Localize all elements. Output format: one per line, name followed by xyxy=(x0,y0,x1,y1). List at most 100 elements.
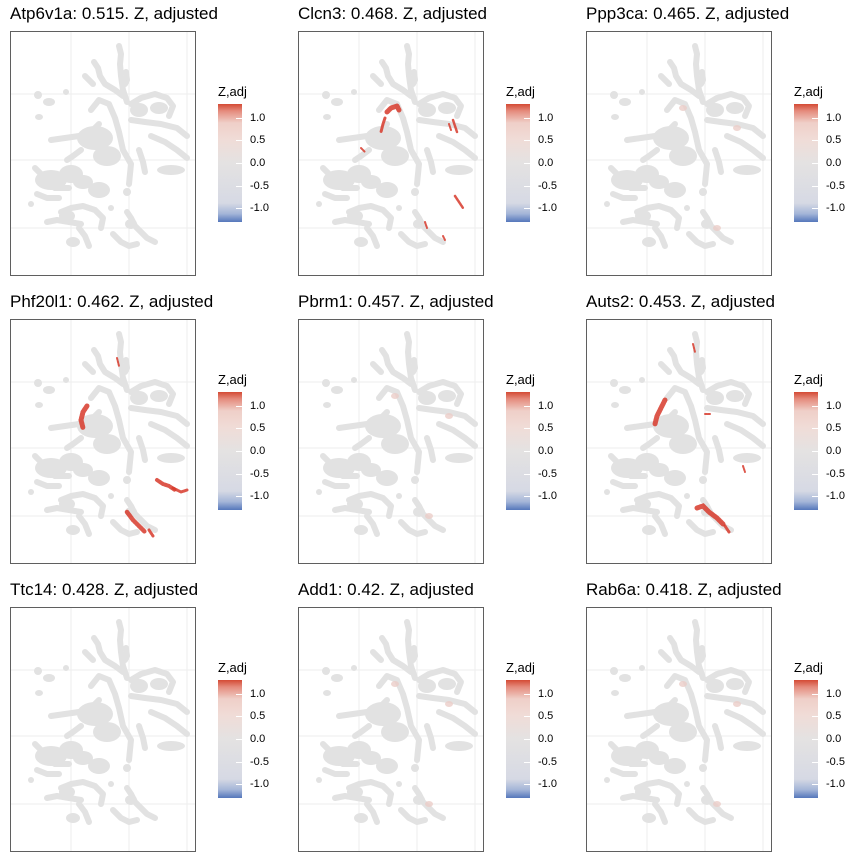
cell-cluster xyxy=(91,347,126,387)
legend-tick xyxy=(236,496,242,498)
cell-cluster xyxy=(73,751,93,765)
umap-panel: Phf20l1: 0.462. Z, adjusted Z,adj 1.0 0.5 0.… xyxy=(0,288,288,576)
legend-tick xyxy=(524,163,530,164)
cell-cluster xyxy=(445,165,473,175)
cell-cluster xyxy=(611,402,619,408)
cell-cluster xyxy=(322,767,350,777)
legend-title: Z,adj xyxy=(218,84,247,99)
cell-cluster xyxy=(610,191,638,201)
legend-tick-label: -0.5 xyxy=(538,755,557,768)
cell-cluster xyxy=(416,117,478,139)
cell-cluster xyxy=(93,722,121,742)
legend-tick-label: 0.5 xyxy=(538,422,554,435)
cell-cluster xyxy=(381,722,409,742)
cell-cluster xyxy=(684,781,690,787)
cell-cluster xyxy=(108,205,114,211)
cell-cluster xyxy=(712,723,724,751)
high-z-cells xyxy=(360,147,366,153)
cell-cluster xyxy=(724,421,766,449)
cell-cluster xyxy=(88,182,110,198)
cell-cluster xyxy=(34,667,42,675)
cell-cluster xyxy=(370,361,384,375)
cell-cluster xyxy=(619,386,631,394)
high-z-cells xyxy=(147,528,155,538)
cell-cluster xyxy=(692,331,706,393)
high-z-cells xyxy=(694,503,726,527)
cell-cluster xyxy=(379,635,414,675)
cell-cluster xyxy=(93,146,121,166)
legend-tick xyxy=(524,739,530,740)
legend-tick-label: 0.5 xyxy=(538,710,554,723)
cell-cluster xyxy=(44,505,84,515)
cell-cluster xyxy=(436,421,478,449)
cell-cluster xyxy=(667,347,702,387)
cell-cluster xyxy=(608,741,648,767)
cell-cluster xyxy=(412,209,446,245)
cell-cluster xyxy=(77,126,113,150)
cell-cluster xyxy=(398,807,428,825)
legend-tick xyxy=(524,208,530,210)
cell-cluster xyxy=(376,385,422,475)
cell-cluster xyxy=(692,619,706,681)
legend-tick xyxy=(524,716,530,718)
cell-cluster xyxy=(652,801,668,825)
cell-cluster xyxy=(116,43,130,105)
high-z-cells xyxy=(171,486,189,494)
cell-cluster xyxy=(320,453,360,479)
cell-cluster xyxy=(125,219,137,229)
cell-cluster xyxy=(379,59,414,99)
cell-cluster xyxy=(604,777,610,783)
cell-cluster xyxy=(667,59,702,99)
cell-cluster xyxy=(88,758,110,774)
legend-tick xyxy=(812,496,818,498)
high-z-cells xyxy=(692,343,696,353)
umap-panel: Auts2: 0.453. Z, adjusted Z,adj 1.0 0.5 0.0 -… xyxy=(576,288,864,576)
legend-tick-label: 0.5 xyxy=(826,422,842,435)
plot-area xyxy=(10,607,196,852)
cell-cluster xyxy=(93,434,121,454)
cell-cluster xyxy=(701,795,713,805)
cell-cluster xyxy=(128,379,176,407)
cell-cluster xyxy=(130,391,148,405)
umap-panel: Atp6v1a: 0.515. Z, adjusted Z,adj 1.0 0.5 0.… xyxy=(0,0,288,288)
cell-cluster xyxy=(82,73,96,87)
cell-cluster xyxy=(354,813,368,823)
legend-tick xyxy=(812,163,818,164)
cell-cluster xyxy=(438,390,456,402)
cell-cluster xyxy=(316,777,322,783)
cell-cluster xyxy=(364,225,380,249)
cell-cluster xyxy=(322,479,350,489)
legend-tick-label: 0.0 xyxy=(538,445,554,457)
cell-cluster xyxy=(331,674,343,682)
cell-cluster xyxy=(664,758,686,774)
color-legend: Z,adj 1.0 0.5 0.0 -0.5 -1.0 xyxy=(794,660,862,810)
cell-cluster xyxy=(351,665,357,671)
cell-cluster xyxy=(658,73,672,87)
high-z-cells xyxy=(733,125,741,131)
plot-area xyxy=(298,607,484,852)
cell-cluster xyxy=(370,73,384,87)
cell-cluster xyxy=(445,741,473,751)
legend-title: Z,adj xyxy=(794,84,823,99)
legend-tick xyxy=(236,185,242,187)
cell-cluster xyxy=(77,414,113,438)
cell-cluster xyxy=(63,665,69,671)
high-z-cells xyxy=(742,465,746,473)
cell-cluster xyxy=(724,709,766,737)
cell-cluster xyxy=(332,793,372,803)
high-z-cells xyxy=(652,397,668,427)
cell-cluster xyxy=(686,807,716,825)
cell-cluster xyxy=(686,519,716,537)
cell-cluster xyxy=(639,377,645,383)
legend-tick xyxy=(524,117,530,119)
cell-cluster xyxy=(398,519,428,537)
umap-scatter xyxy=(11,320,195,563)
cell-cluster xyxy=(416,693,478,715)
legend-tick-label: 0.0 xyxy=(826,157,842,169)
cell-cluster xyxy=(608,165,648,191)
legend-title: Z,adj xyxy=(506,660,535,675)
legend-tick xyxy=(236,451,242,452)
panel-title: Phf20l1: 0.462. Z, adjusted xyxy=(10,292,214,311)
cell-cluster xyxy=(413,507,425,517)
cell-cluster xyxy=(116,331,130,393)
